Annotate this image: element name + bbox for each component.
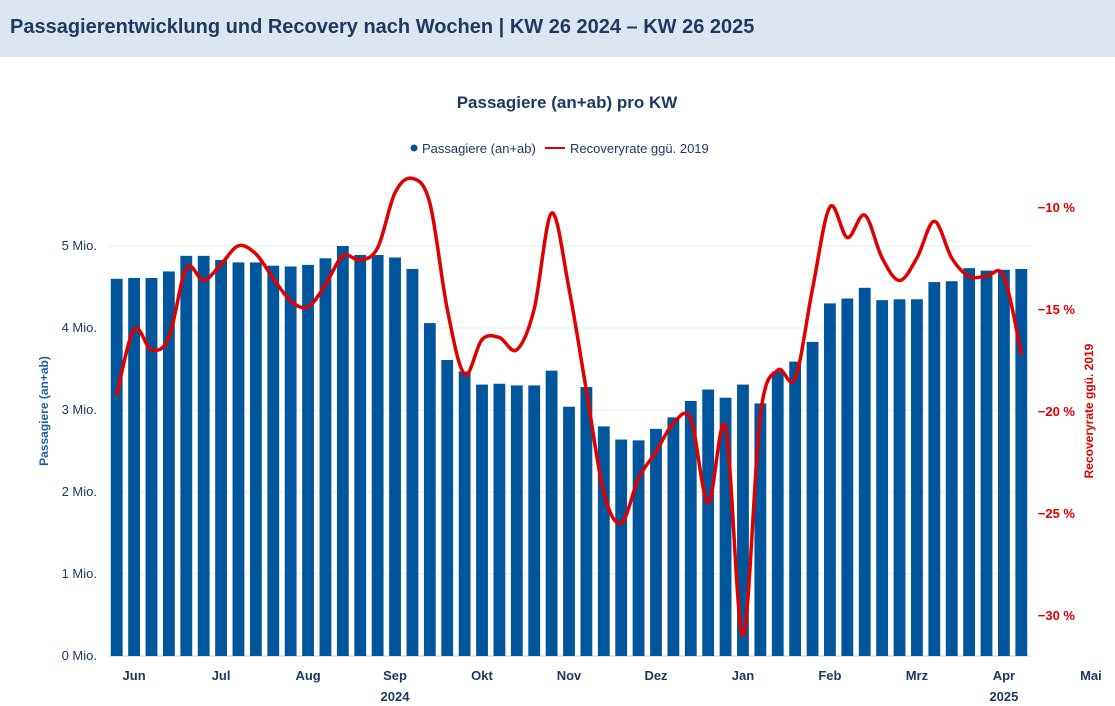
bar	[423, 323, 436, 656]
bar	[215, 259, 227, 656]
month-tick-label: Mrz	[906, 668, 929, 683]
bar	[771, 371, 784, 656]
bar	[284, 266, 297, 656]
header-bar: Passagierentwicklung und Recovery nach W…	[0, 0, 1115, 57]
bar	[580, 387, 593, 656]
bar	[806, 341, 819, 656]
bar	[545, 370, 558, 656]
legend: Passagiere (an+ab) Recoveryrate ggü. 201…	[410, 141, 709, 156]
left-tick-label: 5 Mio.	[62, 238, 97, 253]
month-tick-label: Aug	[295, 668, 320, 683]
right-axis: −10 % −15 % −20 % −25 % −30 %	[1038, 200, 1076, 623]
bar	[841, 298, 854, 656]
left-tick-label: 1 Mio.	[62, 566, 97, 581]
legend-line-label: Recoveryrate ggü. 2019	[570, 141, 709, 156]
bar	[232, 262, 245, 656]
right-tick-label: −25 %	[1038, 506, 1076, 521]
bar	[180, 255, 193, 656]
month-tick-label: Mai	[1080, 668, 1102, 683]
right-tick-label: −20 %	[1038, 404, 1076, 419]
bar	[789, 361, 802, 656]
bar	[128, 277, 141, 656]
bar	[267, 265, 280, 656]
bar	[893, 299, 906, 656]
bar	[1015, 268, 1028, 656]
bar	[354, 255, 367, 656]
right-tick-label: −30 %	[1038, 608, 1076, 623]
month-tick-label: Jun	[123, 668, 146, 683]
bar	[197, 255, 210, 656]
bar	[928, 282, 941, 656]
month-tick-label: Nov	[557, 668, 582, 683]
left-tick-label: 2 Mio.	[62, 484, 97, 499]
bar	[406, 268, 419, 656]
bar	[737, 384, 749, 656]
bar	[615, 439, 628, 656]
bar	[963, 268, 976, 656]
month-tick-label: Jul	[212, 668, 231, 683]
right-tick-label: −15 %	[1038, 302, 1076, 317]
bar	[528, 385, 541, 656]
bar	[476, 384, 488, 656]
year-label: 2025	[989, 689, 1018, 704]
bar	[997, 269, 1010, 656]
bar	[510, 385, 523, 656]
bar	[319, 258, 332, 656]
bar	[702, 389, 715, 656]
bar	[371, 255, 384, 656]
bar	[249, 262, 262, 656]
bar	[719, 397, 732, 656]
bar	[458, 371, 471, 656]
bar	[824, 303, 836, 656]
bar	[563, 406, 575, 656]
month-tick-label: Feb	[818, 668, 841, 683]
bar	[980, 270, 993, 656]
left-tick-label: 0 Mio.	[62, 648, 97, 663]
bar	[945, 281, 958, 656]
bar	[684, 400, 697, 656]
left-tick-label: 3 Mio.	[62, 402, 97, 417]
bar	[650, 428, 662, 656]
page-title: Passagierentwicklung und Recovery nach W…	[10, 16, 755, 38]
bar	[162, 271, 175, 656]
month-tick-label: Apr	[993, 668, 1015, 683]
legend-bar-marker	[410, 144, 418, 152]
bars	[110, 246, 1028, 656]
left-axis: 0 Mio. 1 Mio. 2 Mio. 3 Mio. 4 Mio. 5 Mio.	[62, 238, 97, 663]
bar	[632, 440, 645, 656]
month-tick-label: Dez	[644, 668, 668, 683]
month-tick-label: Sep	[383, 668, 407, 683]
right-axis-title: Recoveryrate ggü. 2019	[1082, 343, 1096, 478]
left-axis-title: Passagiere (an+ab)	[37, 356, 51, 466]
bar	[145, 277, 158, 656]
bar	[110, 278, 123, 656]
bar	[336, 246, 349, 656]
bar	[493, 383, 506, 656]
bar	[389, 257, 401, 656]
bar	[858, 287, 871, 656]
chart: Passagiere (an+ab) pro KW Passagiere (an…	[37, 93, 1102, 704]
legend-bars-label: Passagiere (an+ab)	[422, 141, 536, 156]
bar	[441, 359, 454, 656]
bar	[302, 264, 314, 656]
bar	[754, 403, 767, 656]
bar	[667, 417, 680, 656]
chart-title: Passagiere (an+ab) pro KW	[457, 93, 679, 112]
left-tick-label: 4 Mio.	[62, 320, 97, 335]
year-label: 2024	[381, 689, 411, 704]
bar	[876, 300, 889, 656]
right-tick-label: −10 %	[1038, 200, 1076, 215]
month-tick-label: Okt	[471, 668, 493, 683]
month-tick-label: Jan	[732, 668, 754, 683]
bar	[597, 426, 610, 656]
recovery-line	[114, 176, 1024, 638]
x-axis: JunJulAugSepOktNovDezJanFebMrzAprMaiJun2…	[123, 668, 1102, 704]
bar	[911, 299, 923, 656]
